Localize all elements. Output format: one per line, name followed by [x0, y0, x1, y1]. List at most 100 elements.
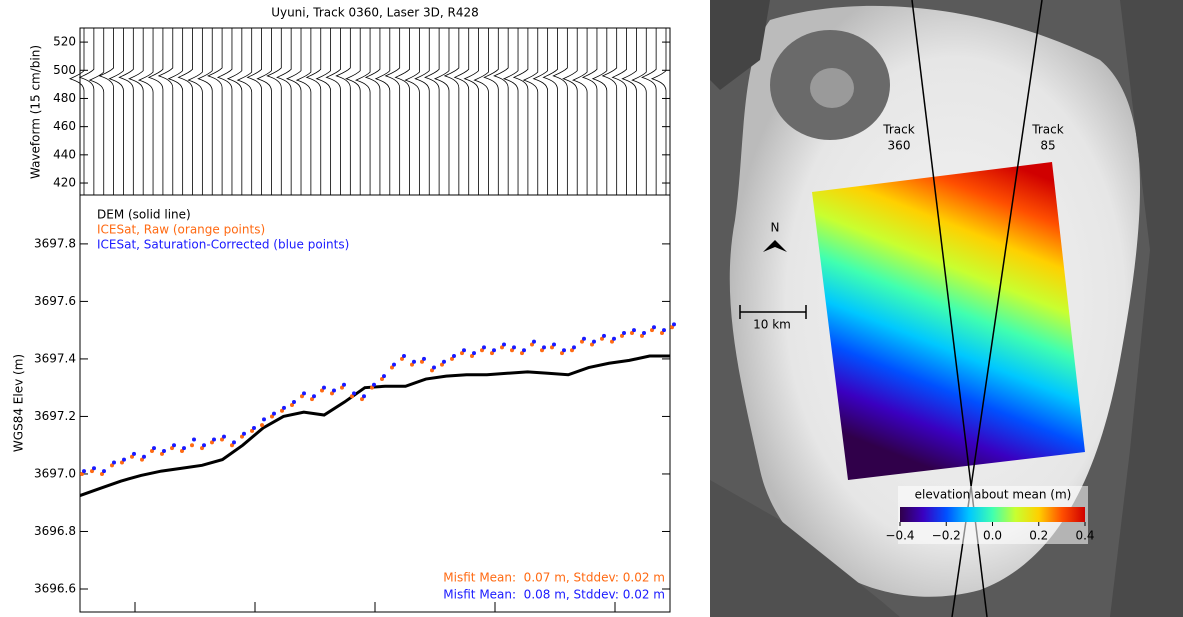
data-point	[482, 345, 486, 350]
data-point	[540, 348, 544, 353]
data-point	[652, 325, 656, 330]
waveform-trace	[601, 28, 618, 195]
waveform-trace	[512, 28, 529, 195]
waveform-trace	[167, 28, 184, 195]
data-point	[330, 391, 334, 396]
y-tick-label: 3697.0	[34, 466, 76, 480]
data-point	[340, 385, 344, 390]
data-point	[600, 336, 604, 341]
colorbar-label: elevation about mean (m)	[915, 488, 1072, 502]
colorbar-tick-label: 0.0	[983, 529, 1002, 543]
y-tick-label: 440	[53, 147, 76, 161]
data-point	[510, 348, 514, 353]
data-point	[230, 443, 234, 448]
waveform-trace	[443, 28, 460, 195]
data-point	[562, 348, 566, 353]
data-point	[370, 385, 374, 390]
data-point	[250, 428, 254, 433]
y-axis-label: WGS84 Elev (m)	[12, 354, 26, 452]
legend-entry: ICESat, Saturation-Corrected (blue point…	[97, 238, 349, 252]
data-point	[130, 454, 134, 459]
data-point	[100, 471, 104, 476]
waveform-trace	[187, 28, 203, 195]
north-arrow	[763, 240, 787, 252]
data-point	[132, 451, 136, 456]
data-point	[320, 388, 324, 393]
waveform-trace	[631, 28, 647, 195]
data-point	[220, 437, 224, 442]
scale-label: 10 km	[753, 318, 791, 332]
x-tick	[134, 602, 616, 612]
data-point	[122, 457, 126, 462]
annotation: Misfit Mean: 0.07 m, Stddev: 0.02 m	[443, 571, 665, 585]
data-point	[672, 322, 676, 327]
data-point	[512, 345, 516, 350]
waveform-trace	[197, 28, 213, 195]
data-point	[300, 394, 304, 399]
elevation-map	[812, 162, 1085, 480]
data-point	[452, 354, 456, 359]
waveform-trace	[562, 28, 578, 195]
data-point	[322, 385, 326, 390]
waveform-trace	[641, 28, 657, 195]
data-point	[660, 331, 664, 336]
data-point	[550, 345, 554, 350]
data-point	[592, 339, 596, 344]
data-point	[670, 325, 674, 330]
data-point	[282, 405, 286, 410]
waveform-trace	[315, 28, 332, 195]
terrain	[710, 480, 900, 617]
data-point	[192, 437, 196, 442]
data-point	[490, 351, 494, 356]
data-point	[450, 356, 454, 361]
data-point	[80, 471, 84, 476]
data-point	[92, 466, 96, 471]
waveform-trace	[305, 28, 322, 195]
y-tick-label: 460	[53, 119, 76, 133]
waveform-trace	[138, 28, 154, 195]
waveform-trace	[88, 28, 105, 195]
data-point	[520, 351, 524, 356]
data-point	[430, 368, 434, 373]
annotation: Misfit Mean: 0.08 m, Stddev: 0.02 m	[443, 588, 665, 602]
data-point	[102, 469, 106, 474]
data-point	[240, 434, 244, 439]
data-point	[362, 394, 366, 399]
waveform-trace	[364, 28, 381, 195]
data-point	[140, 457, 144, 462]
data-point	[632, 328, 636, 333]
data-point	[280, 408, 284, 413]
waveform-trace	[118, 28, 134, 195]
data-point	[392, 362, 396, 367]
waveform-trace	[650, 28, 667, 195]
waveform-trace	[68, 28, 85, 195]
data-point	[252, 425, 256, 430]
colorbar-tick-label: 0.2	[1029, 529, 1048, 543]
waveform-trace	[424, 28, 440, 195]
data-point	[382, 374, 386, 379]
waveform-trace	[266, 28, 282, 195]
data-point	[262, 417, 266, 422]
data-point	[432, 365, 436, 370]
waveform-trace	[276, 28, 292, 195]
y-tick-label: 420	[53, 176, 76, 190]
data-point	[580, 339, 584, 344]
y-tick-label: 3696.8	[34, 524, 76, 538]
data-point	[170, 446, 174, 451]
terrain	[1110, 0, 1183, 617]
chart-title: Uyuni, Track 0360, Laser 3D, R428	[271, 6, 479, 20]
data-point	[172, 443, 176, 448]
colorbar-tick-label: 0.4	[1075, 529, 1094, 543]
waveform-trace	[374, 28, 391, 195]
data-point	[350, 394, 354, 399]
data-point	[412, 359, 416, 364]
waveform-trace	[335, 28, 351, 195]
data-point	[470, 354, 474, 359]
waveform-trace	[177, 28, 193, 195]
data-point	[630, 331, 634, 336]
colorbar-tick-label: −0.4	[885, 529, 914, 543]
waveform-trace	[285, 28, 302, 195]
data-point	[650, 328, 654, 333]
data-point	[420, 359, 424, 364]
data-point	[442, 359, 446, 364]
